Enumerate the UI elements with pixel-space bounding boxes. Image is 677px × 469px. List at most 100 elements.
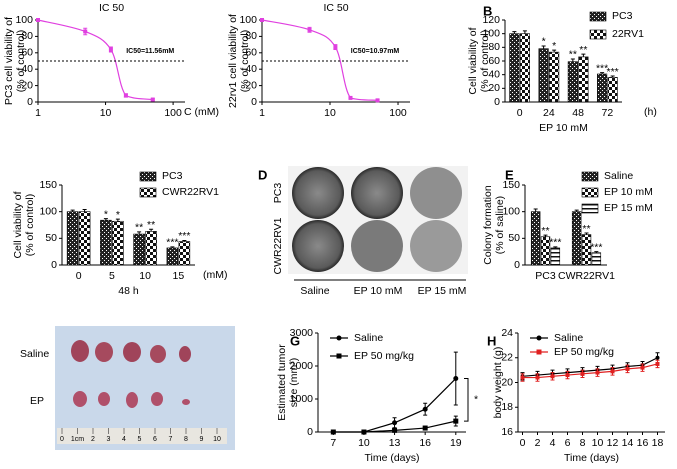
row-label: PC3 — [272, 183, 284, 204]
data-point — [348, 95, 353, 100]
error-bar — [170, 246, 175, 248]
data-point — [453, 376, 459, 382]
x-tick-label: 72 — [602, 107, 614, 119]
data-point — [655, 361, 660, 366]
dish — [351, 167, 403, 219]
error-bar — [581, 53, 586, 57]
tumor — [151, 392, 163, 406]
x-tick-label: 0 — [76, 270, 82, 282]
legend-marker — [536, 335, 542, 341]
legend-label: EP 10 mM — [604, 186, 653, 198]
legend-swatch — [581, 187, 599, 198]
y-axis-label: Cell viability of — [467, 27, 479, 94]
x-axis-unit: C (mM) — [184, 106, 219, 118]
bar — [567, 61, 578, 103]
error-bar — [103, 218, 108, 221]
dish — [292, 167, 344, 219]
data-point — [260, 18, 264, 22]
y-axis-label: (% of saline) — [494, 196, 506, 254]
y-axis-label: Cell viability of — [12, 191, 24, 258]
bar — [591, 252, 602, 266]
y-axis-label: (% of control) — [24, 194, 36, 256]
significance: * — [552, 40, 556, 52]
data-point — [108, 47, 113, 52]
tumor — [98, 392, 110, 406]
significance: ** — [582, 223, 590, 235]
y-tick-label: 80 — [488, 41, 500, 53]
data-point — [330, 429, 336, 435]
bar — [133, 233, 145, 266]
legend-swatch — [589, 11, 607, 22]
y-axis-label: size (mm³) — [288, 358, 300, 408]
data-point — [610, 369, 615, 374]
y-tick-label: 2000 — [290, 360, 314, 372]
y-tick-label: 50 — [508, 232, 520, 244]
legend-label: Saline — [554, 332, 583, 344]
x-tick-label: PC3 — [535, 270, 556, 282]
x-tick-label: 14 — [622, 437, 634, 449]
y-axis-label: body weight (g) — [492, 347, 504, 419]
y-tick-label: 20 — [21, 79, 33, 91]
ruler-label: 6 — [153, 436, 157, 443]
legend-swatch — [139, 187, 157, 198]
data-point — [565, 373, 570, 378]
data-point — [422, 425, 428, 431]
x-tick-label: 0 — [520, 437, 526, 449]
legend-marker — [536, 349, 542, 355]
significance: * — [116, 209, 120, 221]
significance: * — [542, 36, 546, 48]
data-point — [422, 406, 428, 412]
y-tick-label: 20 — [488, 82, 500, 94]
bar — [66, 211, 79, 266]
x-tick-label: 15 — [173, 270, 185, 282]
dish — [410, 167, 462, 219]
significance: *** — [178, 230, 190, 242]
legend-label: PC3 — [612, 10, 633, 22]
data-point — [333, 45, 338, 50]
y-tick-label: 50 — [45, 232, 57, 244]
bar — [607, 77, 618, 103]
x-tick-label: 6 — [565, 437, 571, 449]
y-tick-label: 1000 — [290, 393, 314, 405]
bar — [550, 247, 561, 266]
col-label: EP 15 mM — [418, 285, 467, 297]
y-axis-label: (% of control) — [239, 30, 251, 92]
y-tick-label: 100 — [502, 205, 520, 217]
tumor — [73, 391, 87, 407]
legend-label: EP 50 mg/kg — [554, 346, 614, 358]
error-bar — [570, 58, 575, 62]
x-tick-label: 0 — [517, 107, 523, 119]
x-axis-label: Time (days) — [564, 452, 619, 464]
bar — [571, 211, 582, 266]
significance: *** — [596, 62, 608, 74]
y-axis-label: PC3 cell viability of — [3, 17, 15, 105]
tumor — [126, 392, 138, 408]
error-bar — [70, 209, 75, 212]
tumor-photo: 0 1cm 2 3 4 5 6 7 8 9 10 Saline EP — [20, 326, 235, 450]
y-tick-label: 100 — [15, 14, 33, 26]
y-tick-label: 24 — [501, 327, 513, 339]
y-tick-label: 120 — [482, 14, 500, 26]
y-tick-label: 0 — [51, 259, 57, 271]
y-tick-label: 3000 — [290, 327, 314, 339]
data-point — [550, 374, 555, 379]
panel-letter: E — [505, 167, 514, 182]
y-tick-label: 0 — [251, 96, 257, 108]
legend-swatch — [581, 203, 599, 214]
tumor — [71, 340, 89, 362]
x-tick-label: 18 — [652, 437, 664, 449]
ruler-label: 7 — [169, 436, 173, 443]
x-tick-label: 10 — [100, 107, 112, 119]
ruler-label: 3 — [107, 436, 111, 443]
panel-letter: B — [483, 3, 492, 18]
legend-marker — [336, 335, 342, 341]
row-label: CWR22RV1 — [272, 217, 284, 274]
data-point — [520, 375, 525, 380]
x-tick-label: 10 — [139, 270, 151, 282]
fit-curve — [261, 19, 378, 101]
significance: ** — [135, 222, 143, 234]
legend-label: 22RV1 — [612, 28, 644, 40]
x-axis-label: EP 10 mM — [539, 122, 588, 134]
x-tick-label: 10 — [358, 437, 370, 449]
data-point — [392, 427, 398, 433]
